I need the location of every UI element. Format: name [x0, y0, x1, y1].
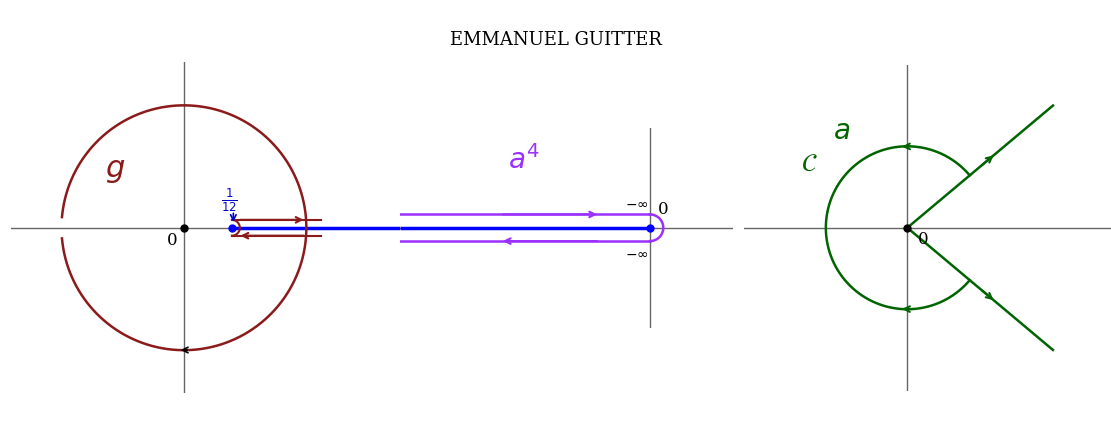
Text: EMMANUEL GUITTER: EMMANUEL GUITTER — [450, 31, 661, 49]
Text: 0: 0 — [658, 201, 669, 219]
Text: $g$: $g$ — [104, 154, 124, 185]
Text: 0: 0 — [918, 231, 929, 248]
Text: $\mathcal{C}$: $\mathcal{C}$ — [801, 153, 818, 176]
Text: $a^4$: $a^4$ — [509, 145, 540, 176]
Text: 0: 0 — [167, 232, 178, 249]
Text: $-\infty$: $-\infty$ — [624, 197, 649, 211]
Text: $-\infty$: $-\infty$ — [624, 247, 649, 261]
Text: $\frac{1}{12}$: $\frac{1}{12}$ — [221, 186, 238, 214]
Text: $a$: $a$ — [832, 119, 850, 145]
